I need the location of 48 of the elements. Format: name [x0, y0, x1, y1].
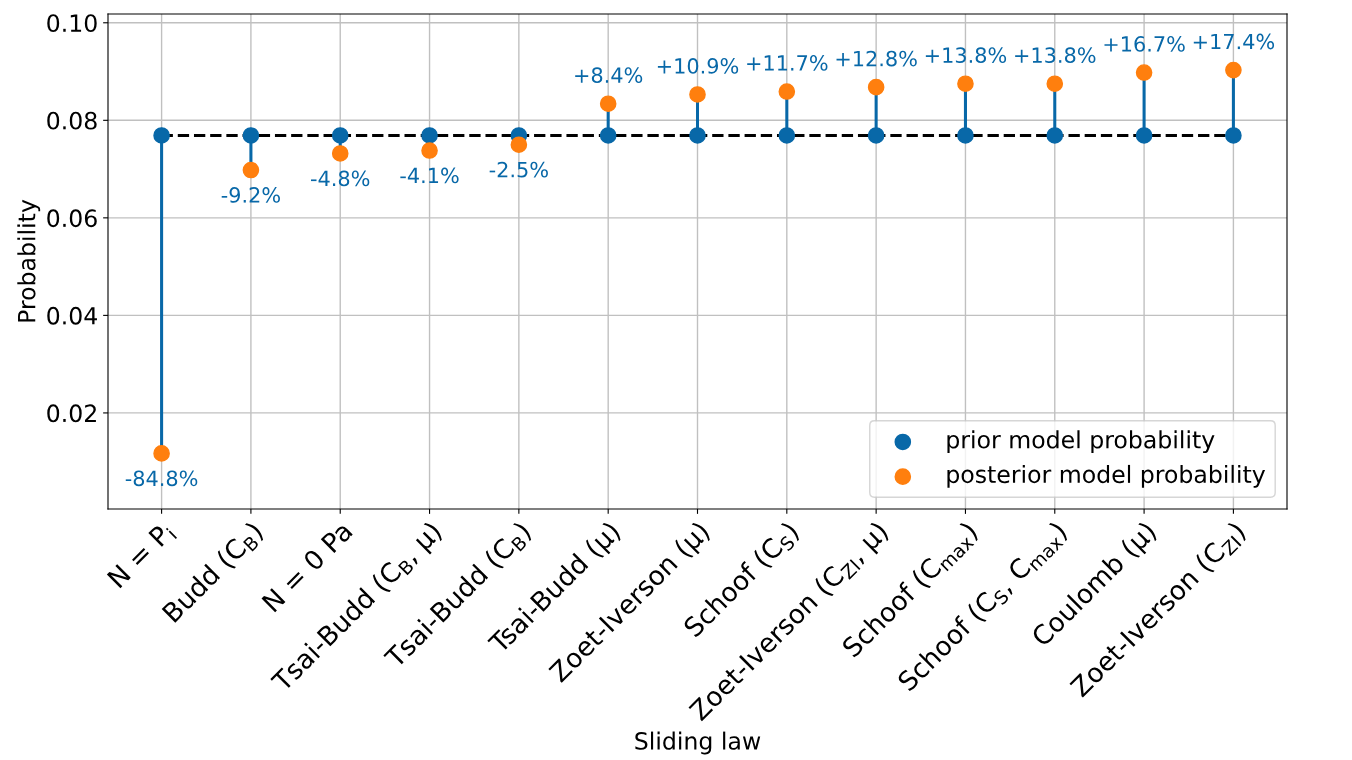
point: [510, 136, 528, 154]
annotation: -4.1%: [400, 167, 459, 184]
point: [778, 83, 796, 100]
y-tick-label: 0.06: [47, 209, 97, 228]
point: [1225, 127, 1242, 144]
point: [1046, 127, 1064, 144]
point: [331, 145, 349, 162]
annotation: +8.4%: [575, 67, 643, 84]
point: [242, 161, 260, 179]
legend-label: prior model probability: [947, 430, 1215, 454]
x-axis-title: Sliding law: [635, 731, 761, 755]
point: [867, 127, 885, 144]
annotation: +10.9%: [657, 58, 739, 74]
point: [689, 86, 706, 103]
point: [421, 142, 438, 159]
annotation: +11.7%: [747, 55, 828, 71]
point: [1135, 127, 1153, 144]
annotation: +16.7%: [1104, 36, 1185, 52]
annotation: +13.8%: [1015, 47, 1096, 64]
point: [1135, 64, 1153, 81]
y-tick-label: 0.08: [47, 111, 97, 130]
point: [1046, 75, 1064, 93]
y-axis-title: Probability: [17, 199, 41, 322]
point: [599, 127, 617, 144]
annotation: -84.8%: [125, 470, 198, 487]
x-tick-label: N = P$_{i}$: [106, 521, 178, 592]
point: [778, 127, 796, 144]
point: [331, 127, 349, 144]
point: [242, 127, 260, 144]
point: [599, 95, 617, 113]
annotation: -4.8%: [311, 170, 370, 187]
point: [867, 78, 885, 96]
point: [1225, 61, 1242, 79]
annotation: +13.8%: [925, 47, 1007, 64]
y-tick-label: 0.04: [47, 306, 97, 325]
y-tick-label: 0.10: [47, 14, 97, 33]
annotation: +17.4%: [1193, 33, 1275, 50]
legend-label: posterior model probability: [947, 464, 1266, 488]
point: [689, 127, 706, 144]
y-tick-label: 0.02: [47, 404, 96, 423]
point: [153, 445, 170, 462]
annotation: -2.5%: [489, 161, 548, 178]
point: [153, 127, 170, 144]
point: [957, 75, 974, 93]
annotation: +12.8%: [836, 50, 917, 67]
point: [957, 127, 974, 144]
point: [421, 127, 438, 144]
annotation: -9.2%: [221, 187, 280, 203]
